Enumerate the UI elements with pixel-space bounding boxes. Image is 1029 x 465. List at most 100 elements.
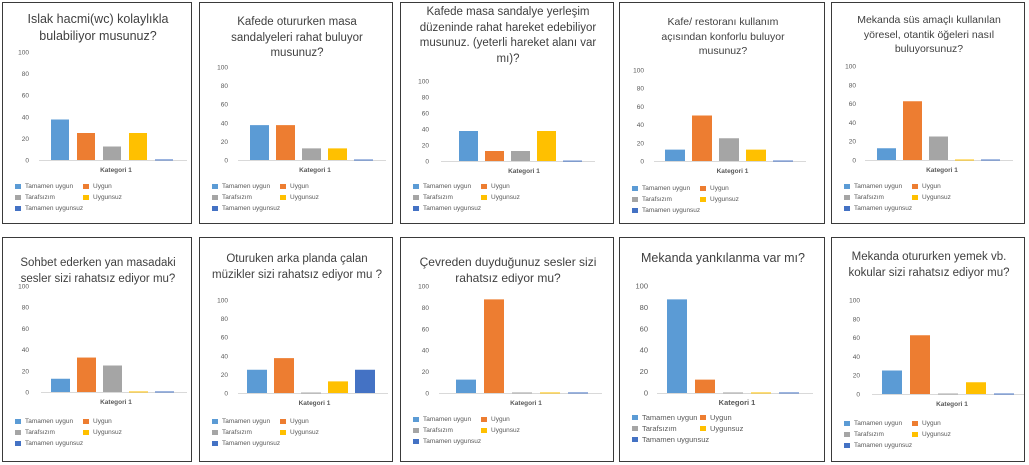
y-tick-label: 0	[852, 158, 856, 165]
y-tick-label: 100	[635, 282, 648, 291]
legend-item: Tamamen uygunsuz	[15, 205, 83, 212]
bar-chart: 0 20 40 60 80 100 Kategori 1	[18, 50, 187, 174]
legend-item: Uygun	[912, 183, 941, 190]
legend-label: Tarafsızım	[642, 424, 677, 433]
bar	[512, 392, 532, 394]
y-tick-label: 20	[849, 139, 857, 146]
legend-swatch	[212, 206, 218, 211]
legend-item: Tarafsızım	[212, 194, 252, 201]
y-tick-label: 0	[644, 389, 648, 398]
legend-item: Tarafsızım	[212, 429, 252, 436]
legend-swatch	[912, 432, 918, 437]
y-tick-label: 100	[849, 298, 860, 305]
bar-chart: 0 20 40 60 80 100 Kategori 1	[635, 282, 813, 407]
bar	[667, 299, 687, 393]
y-tick-label: 60	[640, 324, 648, 333]
y-tick-label: 80	[640, 303, 648, 312]
y-tick-label: 60	[422, 111, 430, 118]
legend-label: Tarafsızım	[642, 196, 672, 203]
y-tick-label: 100	[18, 284, 29, 291]
bar	[155, 159, 173, 161]
y-tick-label: 20	[853, 373, 861, 380]
legend-swatch	[15, 441, 21, 446]
bar	[354, 159, 373, 161]
legend-swatch	[15, 195, 21, 200]
legend-swatch	[83, 195, 89, 200]
legend-label: Tamamen uygun	[423, 183, 472, 190]
bar-chart: 0 20 40 60 80 100 Kategori 1	[845, 64, 1013, 174]
legend-swatch	[844, 421, 850, 426]
legend-swatch	[413, 428, 419, 433]
legend-label: Tarafsızım	[854, 431, 884, 438]
legend-swatch	[212, 195, 218, 200]
bar	[746, 149, 766, 161]
legend-swatch	[844, 184, 850, 189]
legend-swatch	[15, 184, 21, 189]
x-axis-label: Kategori 1	[936, 401, 968, 408]
legend-label: Tamamen uygun	[642, 185, 691, 192]
chart-legend: Tamamen uygun Uygun Tarafsızım Uygunsuz Tama…	[401, 416, 613, 453]
legend-label: Uygunsuz	[710, 196, 739, 203]
bar	[994, 393, 1014, 395]
bar	[751, 392, 771, 394]
chart-legend: Tamamen uygun Uygun Tarafsızım Uygunsuz Tama…	[200, 418, 392, 455]
legend-item: Tarafsızım	[15, 194, 55, 201]
bar	[568, 392, 588, 394]
y-tick-label: 100	[18, 50, 29, 57]
legend-swatch	[83, 184, 89, 189]
x-axis-label: Kategori 1	[100, 399, 132, 406]
legend-item: Tamamen uygun	[212, 183, 270, 190]
legend-label: Uygun	[290, 418, 309, 425]
y-tick-label: 40	[422, 127, 430, 134]
legend-label: Tamamen uygunsuz	[25, 440, 84, 447]
chart-legend: Tamamen uygun Uygun Tarafsızım Uygunsuz Tama…	[401, 183, 613, 220]
chart-panel: Mekanda otururken yemek vb. kokular sizi…	[831, 237, 1025, 462]
y-tick-label: 20	[422, 369, 430, 376]
bar	[511, 151, 530, 161]
bar	[537, 131, 556, 161]
legend-label: Tamamen uygun	[25, 418, 74, 425]
y-tick-label: 60	[22, 326, 30, 333]
chart-panel: Mekanda yankılanma var mı? 0 20 40 60 80 100 Ka…	[619, 237, 825, 462]
legend-label: Uygun	[922, 183, 941, 190]
legend-swatch	[632, 415, 638, 420]
legend-label: Tamamen uygun	[854, 420, 903, 427]
legend-swatch	[212, 441, 218, 446]
legend-swatch	[700, 186, 706, 191]
bar	[51, 119, 69, 160]
bar	[929, 136, 948, 160]
legend-label: Uygunsuz	[491, 427, 520, 434]
legend-label: Uygunsuz	[922, 194, 951, 201]
x-axis-label: Kategori 1	[510, 400, 542, 407]
y-tick-label: 0	[425, 159, 429, 166]
legend-item: Uygunsuz	[83, 194, 122, 201]
bar-chart: 0 20 40 60 80 100 Kategori 1	[18, 284, 187, 406]
legend-item: Uygun	[481, 183, 510, 190]
y-tick-label: 20	[422, 143, 430, 150]
legend-item: Uygunsuz	[280, 194, 319, 201]
chart-panel: Kafede otururken masa sandalyeleri rahat…	[199, 2, 393, 224]
bar-chart: 0 20 40 60 80 100 Kategori 1	[418, 284, 602, 407]
y-tick-label: 40	[22, 347, 30, 354]
chart-title: Mekanda otururken yemek vb. kokular sizi…	[848, 251, 1010, 279]
x-axis-label: Kategori 1	[926, 167, 958, 174]
x-axis-label: Kategori 1	[299, 167, 331, 174]
legend-item: Uygun	[83, 183, 112, 190]
bar	[77, 133, 95, 160]
legend-swatch	[280, 184, 286, 189]
y-tick-label: 20	[22, 368, 30, 375]
chart-title: Islak hacmi(wc) kolaylıkla bulabiliyor m…	[27, 12, 169, 43]
bar	[966, 382, 986, 394]
bar	[910, 335, 930, 394]
legend-swatch	[632, 437, 638, 442]
y-tick-label: 60	[422, 326, 430, 333]
legend-label: Uygun	[710, 413, 732, 422]
y-tick-label: 100	[845, 64, 856, 71]
bar	[103, 146, 121, 160]
legend-swatch	[844, 443, 850, 448]
legend-item: Tamamen uygun	[413, 416, 471, 423]
y-tick-label: 100	[217, 298, 228, 305]
chart-panel: Islak hacmi(wc) kolaylıkla bulabiliyor m…	[2, 2, 192, 224]
y-tick-label: 60	[221, 335, 229, 342]
legend-swatch	[413, 439, 419, 444]
